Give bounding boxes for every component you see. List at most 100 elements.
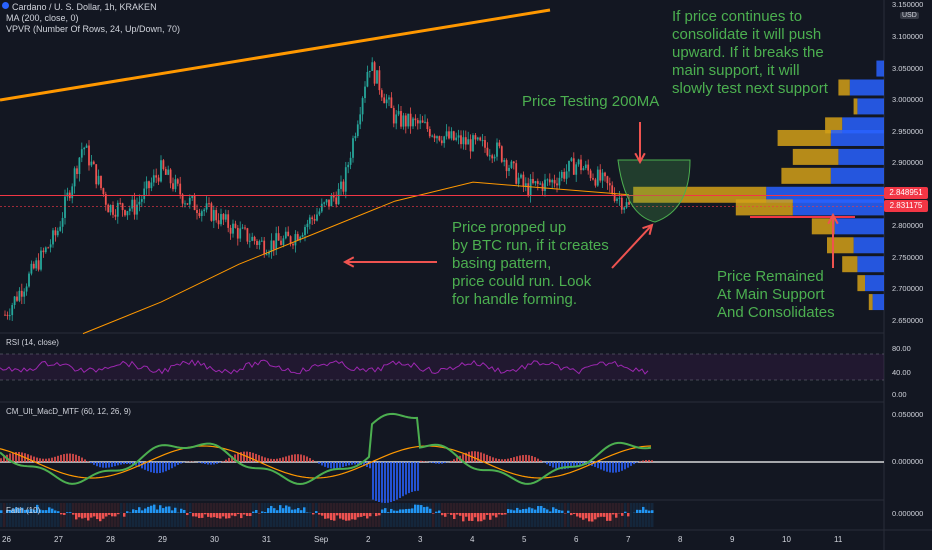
faith-bg [111,503,114,527]
faith-bg [162,503,165,527]
faith-bar [267,508,270,513]
faith-bg [513,503,516,527]
vpvr-bar-down [853,98,858,115]
faith-bar [117,513,120,515]
ma-legend[interactable]: MA (200, close, 0) [6,13,79,23]
macd-hist-bar [606,462,608,472]
faith-bar [396,510,399,513]
candle-body [284,231,287,239]
candle-body [304,227,306,236]
faith-bg [561,503,564,527]
macd-hist-bar [327,462,329,468]
macd-hist-bar [54,456,56,462]
macd-hist-bar [162,462,164,473]
macd-hist-bar [69,453,71,462]
candle-body [371,62,374,71]
faith-bg [543,503,546,527]
vpvr-legend[interactable]: VPVR (Number Of Rows, 24, Up/Down, 70) [6,24,181,34]
faith-bar [576,513,579,517]
faith-bg [507,503,510,527]
faith-bar [411,508,414,513]
candle-body [212,210,215,221]
candle-body [28,273,30,287]
candle-body [179,183,182,195]
macd-hist-bar [90,462,92,464]
faith-bg [354,503,357,527]
candle-body [325,199,328,203]
faith-bg [456,503,459,527]
faith-bar [369,513,372,517]
candle-body [556,183,558,186]
macd-label[interactable]: CM_Ult_MacD_MTF (60, 12, 26, 9) [6,407,131,416]
candle-body [512,161,515,164]
candle-body [11,305,14,316]
rsi-tick-80: 80.00 [892,344,911,353]
candle-body [42,250,45,253]
candle-body [109,205,112,213]
faith-bg [618,503,621,527]
macd-hist-bar [567,462,569,469]
faith-bar [573,513,576,515]
candle-body [92,161,95,165]
faith-bar [270,505,273,513]
faith-bar [399,509,402,513]
macd-hist-bar [45,458,47,462]
candle-body [208,203,210,205]
faith-bg [546,503,549,527]
macd-hist-bar [474,451,476,462]
faith-bar [210,513,213,518]
faith-bar [18,508,21,513]
candle-body [95,164,98,185]
candle-body [145,181,148,189]
faith-bg [141,503,144,527]
faith-bg [9,503,12,527]
candle-body [100,175,102,189]
candle-body [457,135,460,138]
faith-bg [381,503,384,527]
faith-bar [276,510,279,513]
macd-hist-bar [288,455,290,462]
macd-hist-bar [588,462,590,466]
faith-bg [450,503,453,527]
macd-hist-bar [291,454,293,462]
candle-body [539,183,542,185]
faith-bar [525,508,528,513]
macd-hist-bar [420,460,422,462]
macd-hist-bar [99,462,101,468]
faith-bg [630,503,633,527]
macd-hist-bar [480,452,482,462]
vpvr-bar-down [868,294,873,311]
currency-badge[interactable]: USD [900,12,919,19]
candle-body [431,135,434,137]
candle-body [380,90,383,98]
faith-label[interactable]: Faith (10) [6,506,41,515]
macd-hist-bar [57,455,59,462]
rsi-label[interactable]: RSI (14, close) [6,338,59,347]
faith-bg [81,503,84,527]
faith-bg [441,503,444,527]
time-tick: 29 [158,535,167,544]
macd-hist-bar [72,453,74,462]
faith-bg [570,503,573,527]
faith-bg [150,503,153,527]
macd-hist-bar [510,457,512,462]
macd-hist-bar [486,454,488,462]
faith-bar [555,508,558,513]
macd-hist-bar [594,462,596,467]
faith-bg [426,503,429,527]
faith-bg [606,503,609,527]
macd-hist-bar [345,462,347,467]
candle-body [234,223,237,228]
faith-bg [366,503,369,527]
faith-bar [546,509,549,513]
candle-body [409,113,412,127]
candle-body [181,194,184,204]
faith-bg [438,503,441,527]
arrow-testing-ma-head [634,152,646,165]
candle-body [421,120,424,123]
macd-hist-bar [237,453,239,462]
faith-bg [420,503,423,527]
macd-hist-bar [165,462,167,472]
faith-bar [219,513,222,519]
